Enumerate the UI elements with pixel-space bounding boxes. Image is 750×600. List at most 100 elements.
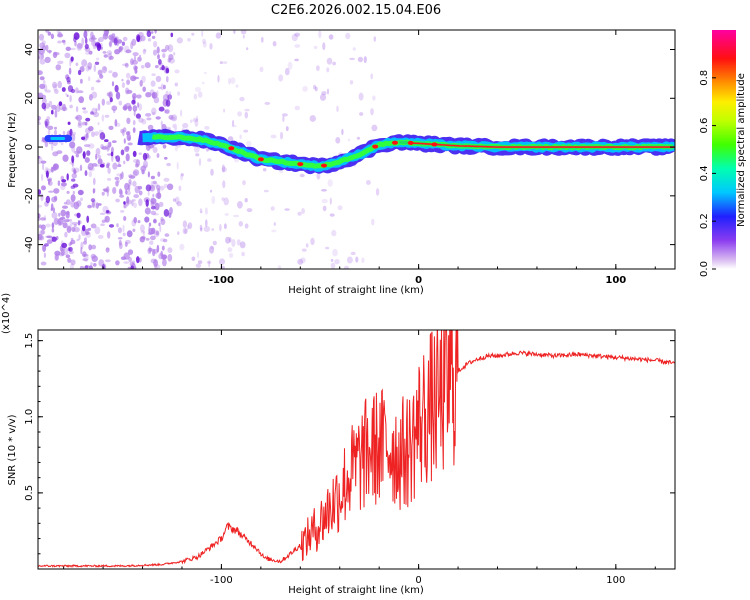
noise-speck — [241, 251, 245, 257]
noise-speck — [79, 164, 83, 172]
noise-speck — [51, 104, 57, 110]
noise-speck — [39, 76, 45, 81]
noise-speck — [133, 194, 139, 199]
noise-speck — [132, 105, 138, 112]
noise-blob — [86, 215, 90, 223]
noise-speck — [88, 50, 93, 55]
noise-speck — [40, 224, 46, 231]
noise-speck — [219, 61, 224, 65]
noise-speck — [103, 54, 109, 58]
noise-speck — [163, 183, 168, 188]
noise-speck — [98, 36, 104, 43]
noise-speck — [287, 61, 293, 70]
noise-speck — [147, 38, 152, 42]
noise-speck — [59, 221, 62, 226]
noise-speck — [196, 115, 199, 121]
noise-speck — [52, 163, 60, 171]
noise-speck — [104, 144, 108, 150]
spec-xtick-label: 0 — [415, 275, 422, 286]
noise-speck — [95, 108, 98, 112]
noise-blob — [130, 265, 134, 269]
noise-speck — [124, 62, 129, 68]
noise-speck — [294, 58, 299, 62]
noise-speck — [166, 162, 172, 167]
noise-speck — [259, 66, 264, 73]
noise-speck — [118, 188, 123, 195]
noise-speck — [97, 122, 100, 126]
noise-speck — [50, 33, 55, 40]
noise-speck — [373, 36, 377, 42]
noise-speck — [182, 227, 188, 235]
noise-speck — [54, 89, 59, 94]
noise-speck — [140, 230, 146, 234]
noise-speck — [126, 89, 133, 94]
noise-speck — [154, 202, 160, 211]
noise-speck — [281, 113, 288, 117]
spec-ytick-label: 20 — [24, 92, 35, 105]
noise-speck — [370, 73, 374, 80]
noise-speck — [90, 86, 95, 91]
noise-speck — [88, 76, 91, 82]
spectrogram-ylabel: Frequency (Hz) — [7, 112, 18, 188]
noise-blob — [66, 173, 69, 181]
noise-blob — [144, 216, 150, 223]
noise-speck — [150, 175, 155, 180]
noise-speck — [51, 228, 55, 233]
noise-speck — [130, 75, 137, 82]
noise-blob — [82, 151, 86, 159]
noise-speck — [54, 110, 58, 118]
noise-speck — [56, 104, 61, 113]
noise-speck — [153, 49, 157, 56]
noise-blob — [85, 117, 91, 122]
noise-blob — [115, 91, 121, 100]
noise-speck — [329, 197, 332, 205]
noise-speck — [197, 251, 199, 259]
noise-speck — [211, 228, 214, 231]
noise-speck — [133, 169, 140, 176]
noise-blob — [45, 170, 49, 178]
noise-speck — [101, 66, 108, 74]
noise-speck — [359, 112, 364, 116]
noise-speck — [91, 91, 98, 99]
noise-blob — [71, 178, 76, 182]
noise-speck — [144, 207, 151, 215]
noise-blob — [131, 99, 136, 105]
noise-blob — [77, 189, 84, 196]
noise-speck — [176, 37, 183, 44]
spectrogram-noise — [38, 30, 380, 269]
noise-speck — [41, 97, 47, 105]
snr-xtick-label: -100 — [210, 575, 233, 586]
snr-ticks: -100 0 100 0.5 1.0 1.5 — [24, 330, 675, 586]
noise-speck — [243, 129, 249, 133]
noise-speck — [78, 234, 81, 241]
noise-speck — [244, 111, 249, 119]
noise-speck — [91, 131, 95, 138]
noise-speck — [84, 237, 87, 242]
noise-speck — [69, 104, 73, 109]
noise-speck — [131, 199, 134, 207]
noise-speck — [122, 63, 128, 67]
noise-speck — [79, 266, 85, 269]
noise-speck — [326, 57, 333, 65]
noise-speck — [190, 119, 193, 123]
noise-speck — [246, 140, 252, 147]
noise-speck — [284, 208, 290, 211]
noise-speck — [74, 40, 77, 47]
noise-speck — [134, 266, 137, 269]
noise-speck — [316, 65, 320, 71]
ridge-core — [408, 142, 675, 148]
noise-speck — [111, 81, 115, 87]
noise-blob — [84, 43, 89, 50]
noise-blob — [73, 32, 80, 40]
noise-speck — [322, 42, 326, 51]
noise-speck — [180, 173, 184, 181]
noise-speck — [41, 185, 46, 191]
noise-speck — [123, 261, 130, 264]
noise-speck — [101, 219, 106, 223]
noise-speck — [95, 153, 98, 160]
noise-speck — [128, 179, 132, 184]
noise-speck — [153, 259, 159, 267]
noise-blob — [132, 150, 137, 157]
noise-speck — [41, 173, 44, 182]
noise-blob — [123, 201, 126, 205]
